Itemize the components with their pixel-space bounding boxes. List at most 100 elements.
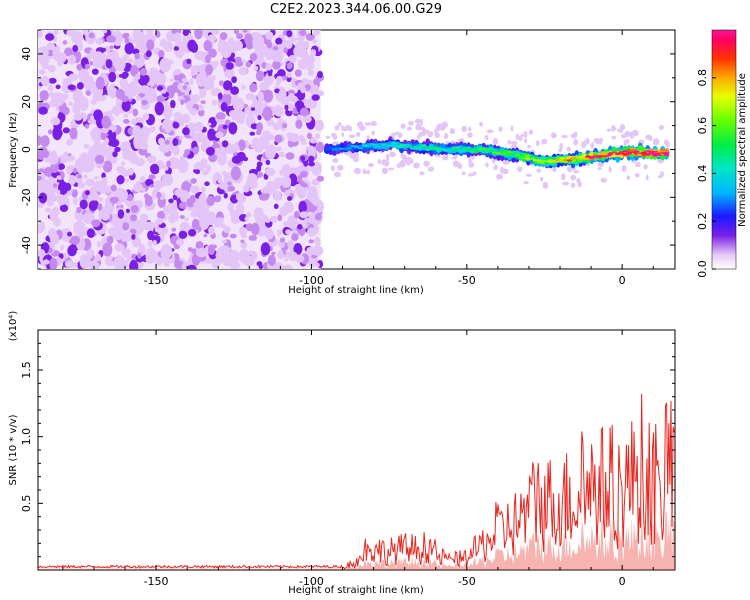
noise-blob	[77, 182, 86, 189]
ridge-cell	[391, 144, 398, 147]
noise-blob	[124, 42, 135, 55]
noise-blob	[166, 160, 171, 168]
noise-blob	[308, 70, 315, 76]
noise-blob	[76, 82, 84, 90]
noise-blob	[314, 119, 324, 132]
noise-blob	[213, 30, 220, 36]
noise-blob	[255, 129, 262, 136]
noise-blob	[227, 202, 234, 212]
ridge-halo-blob	[370, 120, 378, 127]
noise-blob	[302, 115, 312, 124]
ridge-halo-blob	[393, 131, 401, 135]
noise-blob	[187, 247, 193, 252]
noise-blob	[228, 110, 238, 118]
noise-blob	[219, 32, 228, 41]
ridge-halo-blob	[608, 166, 612, 173]
noise-blob	[264, 228, 274, 240]
noise-blob	[40, 135, 50, 147]
noise-blob	[114, 146, 121, 153]
ridge-halo-blob	[652, 138, 660, 146]
noise-blob	[145, 256, 155, 264]
noise-blob	[60, 228, 73, 242]
noise-blob	[238, 248, 250, 264]
noise-blob	[276, 229, 282, 237]
noise-blob	[137, 252, 142, 259]
noise-blob	[178, 202, 187, 209]
noise-blob	[52, 206, 60, 217]
y-tick-label: 20	[20, 95, 33, 109]
noise-blob	[265, 167, 276, 177]
noise-blob	[38, 46, 49, 59]
noise-blob	[95, 37, 104, 45]
ridge-halo-blob	[590, 142, 595, 149]
noise-blob	[207, 34, 217, 42]
noise-blob	[157, 210, 166, 220]
noise-blob	[92, 93, 102, 102]
noise-blob	[222, 124, 228, 130]
noise-blob	[68, 54, 77, 65]
noise-blob	[191, 248, 197, 254]
noise-blob	[287, 240, 295, 249]
x-axis-ticks: -150 -100 -50 0	[62, 30, 654, 287]
noise-blob	[216, 112, 226, 120]
ridge-halo-blob	[420, 118, 423, 126]
noise-blob	[297, 58, 309, 70]
noise-blob	[315, 133, 321, 139]
ridge-cell	[514, 154, 521, 157]
noise-blob	[215, 217, 225, 224]
x-tick-label: -50	[458, 575, 476, 588]
noise-blob	[211, 75, 216, 81]
noise-blob	[249, 225, 254, 231]
noise-blob	[181, 77, 188, 83]
ridge-halo-blob	[631, 129, 639, 137]
ridge-halo-blob	[461, 171, 466, 176]
noise-blob	[294, 183, 302, 190]
ridge-halo-blob	[493, 165, 497, 170]
noise-blob	[140, 215, 145, 220]
noise-blob	[297, 224, 303, 230]
ridge-cell	[402, 146, 409, 148]
noise-blob	[236, 33, 243, 40]
noise-blob	[190, 178, 197, 184]
noise-blob	[310, 217, 316, 223]
noise-blob	[223, 247, 231, 256]
y-tick-label: 40	[20, 47, 33, 61]
ridge-cell	[655, 154, 662, 157]
y-tick-label: 1.0	[20, 428, 33, 446]
noise-blob	[152, 239, 157, 246]
noise-blob	[253, 65, 259, 71]
ridge-cell	[618, 152, 625, 155]
noise-blob	[214, 147, 222, 156]
noise-blob	[176, 51, 182, 59]
x-tick-label: 0	[619, 274, 626, 287]
noise-blob	[49, 232, 60, 245]
ridge-halo-blob	[400, 123, 406, 129]
noise-blob	[307, 227, 318, 237]
noise-blob	[66, 30, 76, 37]
noise-blob	[133, 182, 143, 193]
noise-blob	[149, 126, 156, 132]
noise-blob	[47, 153, 59, 165]
noise-blob	[267, 134, 276, 141]
noise-blob	[159, 57, 171, 73]
noise-blob	[143, 74, 150, 84]
ridge-halo-blob	[484, 135, 489, 141]
noise-blob	[308, 161, 315, 167]
noise-blob	[177, 158, 189, 174]
ridge-halo-blob	[427, 131, 434, 138]
noise-blob	[69, 127, 78, 140]
noise-blob	[110, 116, 115, 121]
noise-blob	[186, 58, 192, 65]
ridge-cell	[379, 143, 386, 146]
noise-blob	[38, 106, 48, 115]
ridge-halo-blob	[368, 162, 374, 168]
ridge-cell	[633, 150, 640, 153]
noise-blob	[299, 30, 307, 37]
snr-panel: -150 -100 -50 0 0.5 1.0 1.5 Height of straigh…	[8, 311, 676, 596]
noise-blob	[72, 168, 78, 174]
noise-blob	[314, 236, 321, 246]
ridge-halo-blob	[492, 138, 499, 145]
noise-blob	[204, 257, 213, 264]
noise-blob	[191, 94, 201, 103]
ridge-cell	[506, 151, 513, 153]
